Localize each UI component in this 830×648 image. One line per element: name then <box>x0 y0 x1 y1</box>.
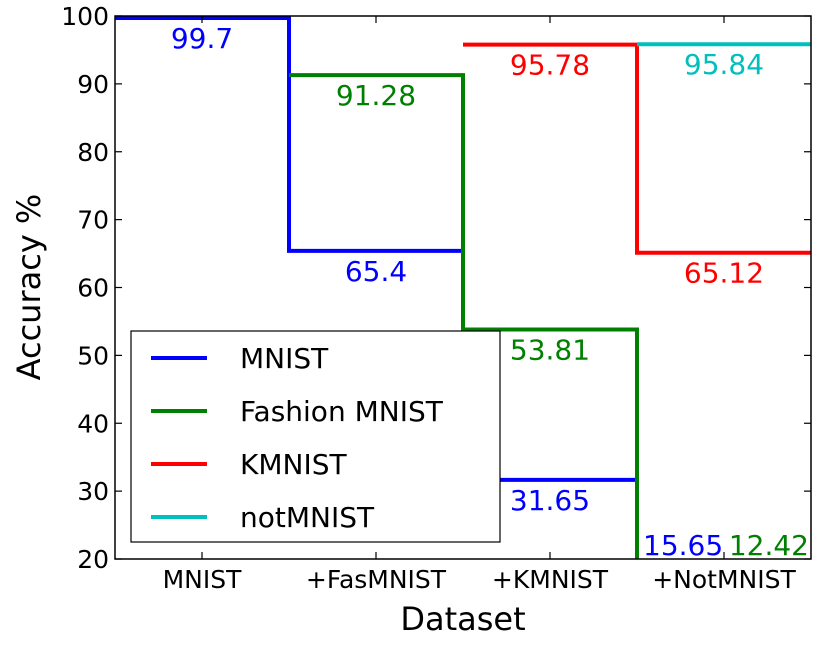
data-label-notmnist: 95.84 <box>684 48 764 81</box>
y-tick-label: 20 <box>77 545 109 574</box>
y-axis-label: Accuracy % <box>10 194 48 381</box>
data-labels-layer: 99.7 65.4 31.65 15.65 91.28 53.81 12.42 95.78 65… <box>171 22 809 562</box>
data-label-fashion-mnist: 53.81 <box>510 334 590 367</box>
data-label-mnist: 65.4 <box>345 255 407 288</box>
legend-label-notmnist: notMNIST <box>240 501 375 534</box>
data-label-mnist: 99.7 <box>171 22 233 55</box>
legend-box <box>130 330 501 543</box>
y-tick-label: 30 <box>77 477 109 506</box>
y-tick-label: 90 <box>77 70 109 99</box>
x-axis-label: Dataset <box>400 600 525 638</box>
x-tick-label: +NotMNIST <box>652 565 796 594</box>
data-label-kmnist: 95.78 <box>510 49 590 82</box>
data-label-mnist: 31.65 <box>510 484 590 517</box>
x-tick-label: MNIST <box>163 565 243 594</box>
data-label-fashion-mnist: 91.28 <box>336 79 416 112</box>
legend: MNIST Fashion MNIST KMNIST notMNIST <box>130 330 501 543</box>
legend-label-kmnist: KMNIST <box>240 448 347 481</box>
data-label-kmnist: 65.12 <box>684 257 764 290</box>
y-tick-label: 100 <box>61 2 109 31</box>
y-tick-label: 50 <box>77 341 109 370</box>
y-tick-label: 60 <box>77 274 109 303</box>
y-tick-label: 70 <box>77 206 109 235</box>
legend-label-mnist: MNIST <box>240 342 329 375</box>
ticks-layer: 20 30 40 50 60 70 80 90 100 MNIST +FasMNIST +KMNIST… <box>61 2 811 594</box>
series-line-fashion-mnist <box>289 73 639 559</box>
x-tick-label: +FasMNIST <box>306 565 447 594</box>
y-tick-label: 40 <box>77 409 109 438</box>
legend-label-fashion-mnist: Fashion MNIST <box>240 395 444 428</box>
data-label-fashion-mnist: 12.42 <box>729 529 809 562</box>
x-tick-label: +KMNIST <box>492 565 609 594</box>
y-tick-label: 80 <box>77 138 109 167</box>
series-line-kmnist <box>463 42 811 255</box>
data-label-mnist: 15.65 <box>643 529 723 562</box>
